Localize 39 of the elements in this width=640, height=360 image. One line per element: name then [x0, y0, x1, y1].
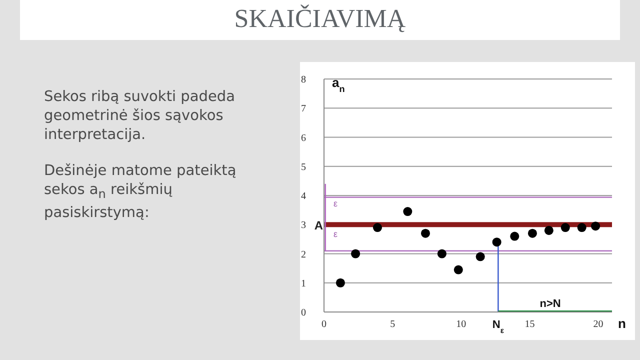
- point: [528, 228, 537, 238]
- point: [560, 223, 570, 232]
- chart-title: SKAIČIAVIMĄ: [20, 0, 620, 40]
- x-tick-label: 0: [322, 319, 326, 330]
- point: [510, 232, 520, 241]
- y-tick-label: 7: [301, 104, 306, 115]
- point: [454, 265, 463, 274]
- y-tick-label: 1: [301, 278, 306, 290]
- point: [492, 238, 502, 247]
- y-tick-label: 6: [301, 132, 306, 144]
- point: [591, 222, 600, 231]
- annotation: N$_{ε}$: [492, 319, 504, 334]
- y-tick-label: 3: [301, 220, 306, 232]
- text: Dešinėje matome pateiktą sekos a$_{n}$ reikšmių pasiskirstymą:: [44, 162, 238, 223]
- point: [351, 249, 360, 258]
- point: [336, 278, 345, 288]
- y-tick-label: 0: [301, 308, 306, 319]
- x-tick-label: 5: [390, 319, 396, 330]
- y-tick-label: 8: [301, 74, 306, 86]
- annotation: n>N: [540, 298, 561, 310]
- point: [437, 249, 446, 258]
- point: [544, 226, 554, 235]
- x-axis-title: n: [618, 316, 626, 331]
- x-tick-label: 20: [593, 319, 604, 330]
- y-tick-label: 5: [301, 162, 306, 173]
- point: [420, 228, 430, 238]
- annotation: ε: [333, 229, 338, 240]
- y-tick-label: 4: [301, 191, 306, 202]
- point: [403, 207, 412, 216]
- y-axis-title: a$_{n}$: [332, 75, 345, 94]
- point: [476, 252, 485, 262]
- point: [577, 223, 586, 232]
- point: [372, 223, 382, 232]
- x-tick-label: 15: [524, 319, 535, 330]
- text: Sekos ribą suvokti padeda geometrinė šios sąvokos interpretacija.: [44, 88, 236, 145]
- x-tick-label: 10: [456, 319, 466, 330]
- y-tick-label: 2: [301, 249, 306, 260]
- ref-line-label: A: [314, 218, 324, 233]
- annotation: ε: [333, 198, 338, 209]
